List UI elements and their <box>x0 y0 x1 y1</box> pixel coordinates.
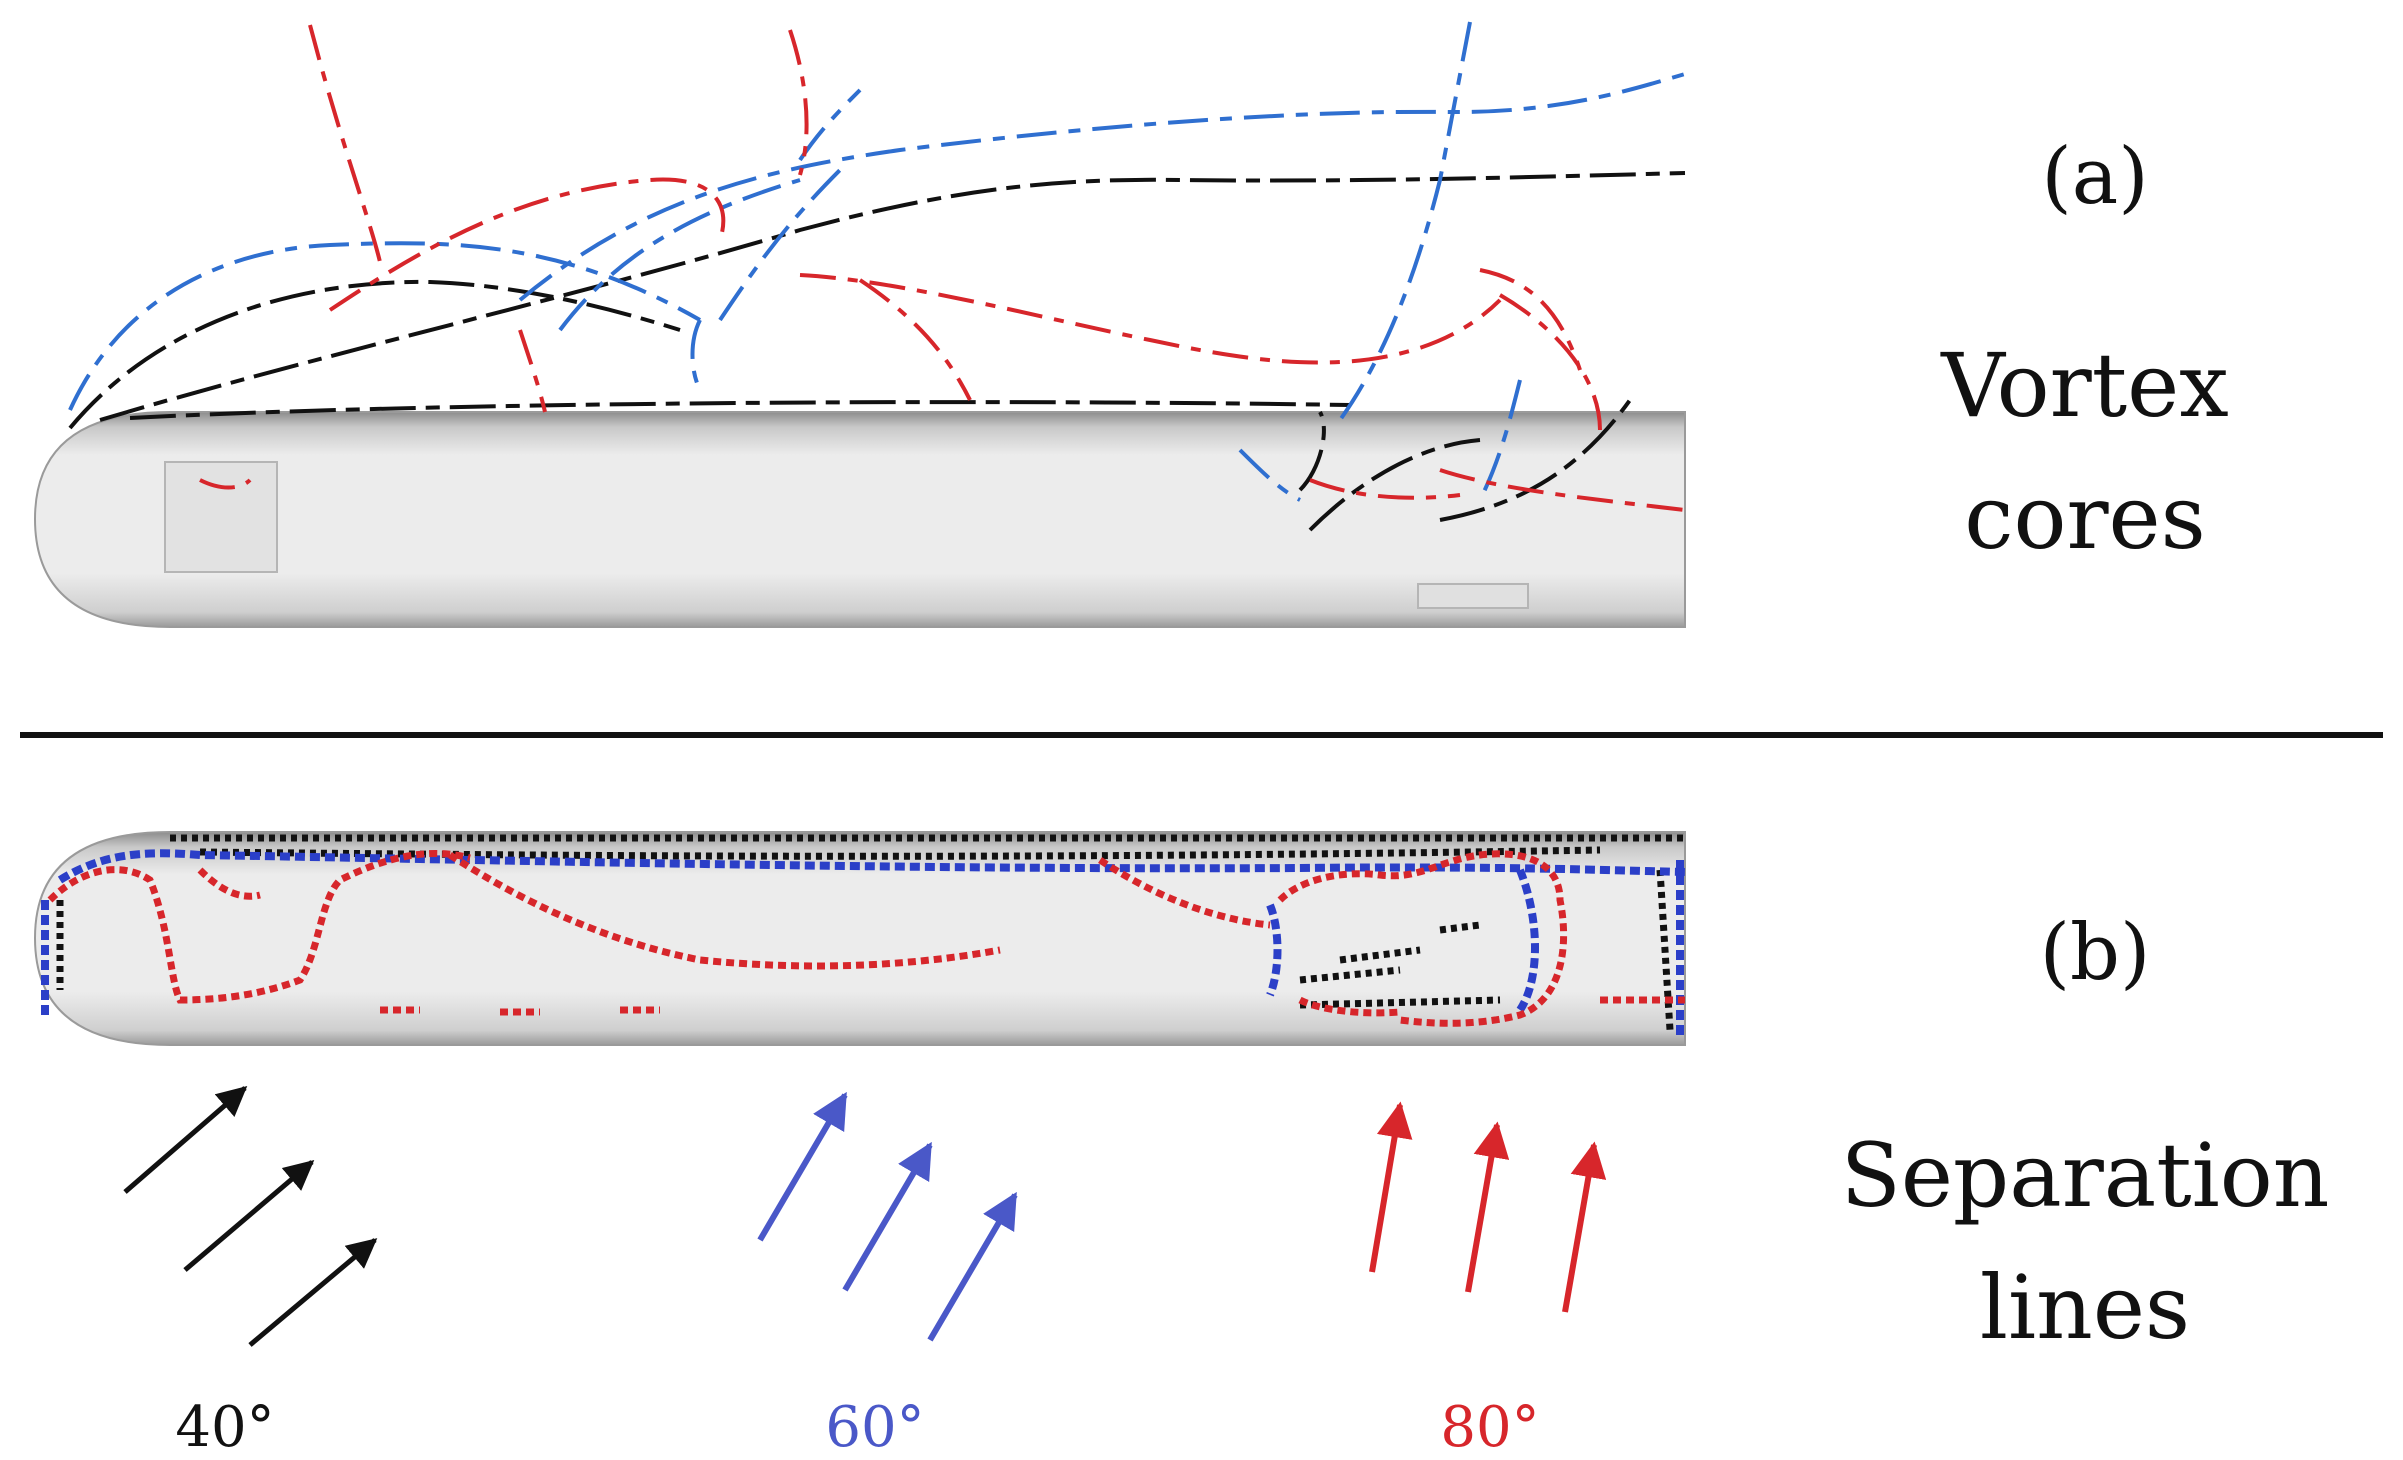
arrow-60-2 <box>842 1141 933 1292</box>
arrow-60-1 <box>757 1091 848 1242</box>
angle-label-80: 80° <box>1440 1395 1540 1460</box>
separation-lines-red <box>47 849 1685 1027</box>
arrow-60-3 <box>927 1191 1018 1342</box>
panel-a-vortex-cores <box>33 21 1686 628</box>
panel-a-caption-line1: Vortex <box>1941 334 2229 437</box>
panel-a-caption: Vortex cores <box>1775 320 2395 584</box>
stern-appendage-a <box>1417 583 1529 609</box>
angle-label-40: 40° <box>175 1395 275 1460</box>
panel-b-label: (b) <box>2039 908 2151 998</box>
panel-a-caption-line2: cores <box>1964 466 2206 569</box>
arrow-40-2 <box>183 1160 315 1272</box>
angle-label-60: 60° <box>825 1395 925 1460</box>
vortex-cores-red <box>199 24 1686 512</box>
panel-a-label: (a) <box>2041 132 2149 222</box>
arrow-80-3 <box>1562 1141 1607 1313</box>
separation-lines-blue <box>41 849 1686 1040</box>
hull-body-b <box>33 831 1686 1046</box>
arrows-80deg <box>1369 1101 1607 1313</box>
panel-b-separation-lines <box>33 831 1686 1046</box>
vortex-cores-black <box>68 171 1686 532</box>
arrow-80-1 <box>1369 1101 1413 1273</box>
arrow-80-2 <box>1465 1121 1510 1293</box>
panel-b-caption-line1: Separation <box>1840 1124 2330 1227</box>
sail-a <box>164 461 278 573</box>
hull-body-a <box>33 411 1686 628</box>
arrow-40-1 <box>123 1086 248 1194</box>
arrows-60deg <box>757 1091 1018 1342</box>
panel-b-caption: Separation lines <box>1775 1110 2395 1374</box>
arrow-40-3 <box>248 1238 378 1347</box>
panel-b-caption-line2: lines <box>1979 1256 2191 1359</box>
arrows-40deg <box>123 1086 378 1347</box>
